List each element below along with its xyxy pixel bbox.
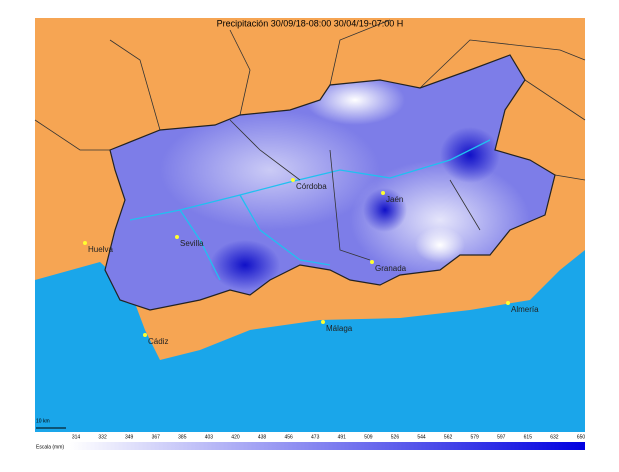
legend-tick-label: 544 — [417, 434, 426, 440]
city-label: Cádiz — [148, 337, 168, 346]
legend-tick-label: 632 — [550, 434, 559, 440]
city-marker — [370, 260, 374, 264]
scale-bar-label: 10 km — [36, 418, 50, 424]
city-label: Córdoba — [296, 182, 327, 191]
legend-tick-label: 438 — [258, 434, 267, 440]
legend-tick-label: 615 — [524, 434, 533, 440]
color-bar — [70, 442, 585, 450]
borders — [34, 19, 586, 181]
map-title: Precipitación 30/09/18-08:00 30/04/19-07… — [217, 18, 404, 28]
legend-tick-label: 473 — [311, 434, 320, 440]
city-label: Granada — [375, 264, 407, 273]
legend-tick-label: 349 — [125, 434, 134, 440]
legend-tick-label: 491 — [338, 434, 347, 440]
city-marker — [175, 235, 179, 239]
city-label: Málaga — [326, 324, 353, 333]
city-label: Huelva — [88, 245, 113, 254]
city-label: Jaén — [386, 195, 403, 204]
sea — [35, 250, 585, 432]
city-label: Sevilla — [180, 239, 204, 248]
legend-tick-label: 385 — [178, 434, 187, 440]
legend-tick-label: 332 — [98, 434, 107, 440]
legend-tick-label: 597 — [497, 434, 506, 440]
legend-tick-label: 562 — [444, 434, 453, 440]
legend-tick-label: 526 — [391, 434, 400, 440]
legend-tick-label: 420 — [231, 434, 240, 440]
legend-tick-label: 403 — [205, 434, 214, 440]
legend-tick-label: 509 — [364, 434, 373, 440]
legend-tick-label: 314 — [72, 434, 81, 440]
city-marker — [291, 178, 295, 182]
city-marker — [381, 191, 385, 195]
legend-tick-label: 456 — [284, 434, 293, 440]
city-marker — [506, 301, 510, 305]
city-label: Almería — [511, 305, 539, 314]
city-marker — [83, 241, 87, 245]
legend-unit: Escala (mm) — [36, 444, 64, 450]
city-marker — [143, 333, 147, 337]
legend-tick-label: 579 — [471, 434, 480, 440]
city-marker — [321, 320, 325, 324]
legend-tick-label: 367 — [152, 434, 161, 440]
legend-tick-label: 650 — [577, 434, 586, 440]
